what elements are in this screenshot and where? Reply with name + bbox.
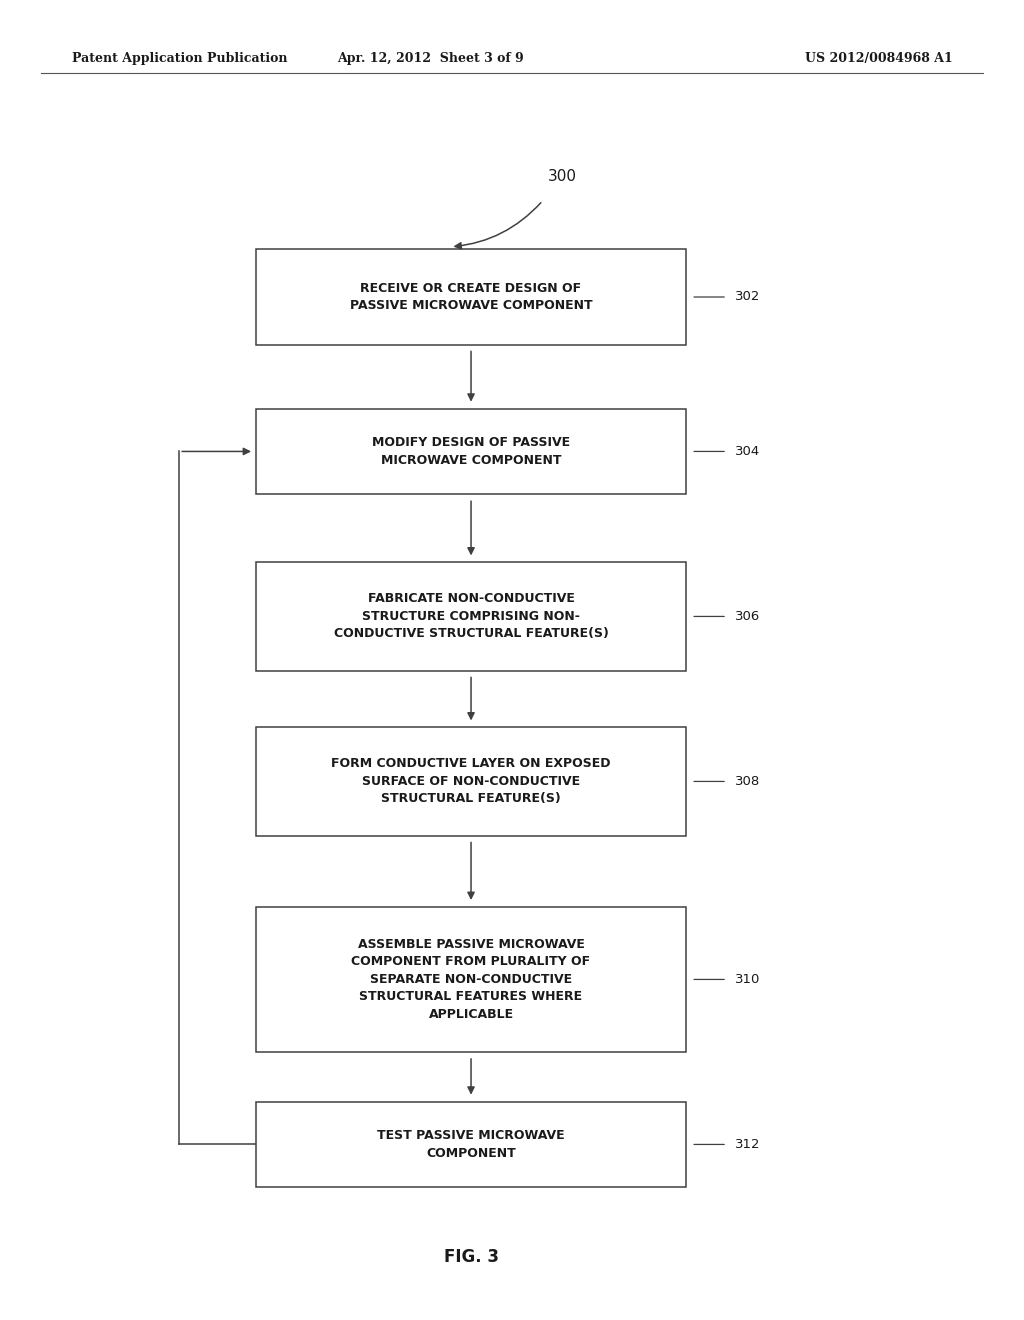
Text: MODIFY DESIGN OF PASSIVE
MICROWAVE COMPONENT: MODIFY DESIGN OF PASSIVE MICROWAVE COMPO… xyxy=(372,436,570,467)
Bar xyxy=(256,562,686,671)
Text: 300: 300 xyxy=(548,169,577,185)
Text: RECEIVE OR CREATE DESIGN OF
PASSIVE MICROWAVE COMPONENT: RECEIVE OR CREATE DESIGN OF PASSIVE MICR… xyxy=(350,281,592,313)
Text: FIG. 3: FIG. 3 xyxy=(443,1247,499,1266)
Text: 308: 308 xyxy=(735,775,761,788)
Bar xyxy=(256,1101,686,1188)
Text: 306: 306 xyxy=(735,610,761,623)
Text: ASSEMBLE PASSIVE MICROWAVE
COMPONENT FROM PLURALITY OF
SEPARATE NON-CONDUCTIVE
S: ASSEMBLE PASSIVE MICROWAVE COMPONENT FRO… xyxy=(351,939,591,1020)
Text: FORM CONDUCTIVE LAYER ON EXPOSED
SURFACE OF NON-CONDUCTIVE
STRUCTURAL FEATURE(S): FORM CONDUCTIVE LAYER ON EXPOSED SURFACE… xyxy=(332,758,610,805)
Text: TEST PASSIVE MICROWAVE
COMPONENT: TEST PASSIVE MICROWAVE COMPONENT xyxy=(377,1129,565,1160)
Bar xyxy=(256,249,686,345)
Text: 310: 310 xyxy=(735,973,761,986)
Text: FABRICATE NON-CONDUCTIVE
STRUCTURE COMPRISING NON-
CONDUCTIVE STRUCTURAL FEATURE: FABRICATE NON-CONDUCTIVE STRUCTURE COMPR… xyxy=(334,593,608,640)
Text: Patent Application Publication: Patent Application Publication xyxy=(72,51,287,65)
Text: 304: 304 xyxy=(735,445,761,458)
Bar xyxy=(256,907,686,1052)
Text: Apr. 12, 2012  Sheet 3 of 9: Apr. 12, 2012 Sheet 3 of 9 xyxy=(337,51,523,65)
Text: US 2012/0084968 A1: US 2012/0084968 A1 xyxy=(805,51,952,65)
Bar xyxy=(256,408,686,494)
Bar xyxy=(256,727,686,836)
Text: 302: 302 xyxy=(735,290,761,304)
Text: 312: 312 xyxy=(735,1138,761,1151)
